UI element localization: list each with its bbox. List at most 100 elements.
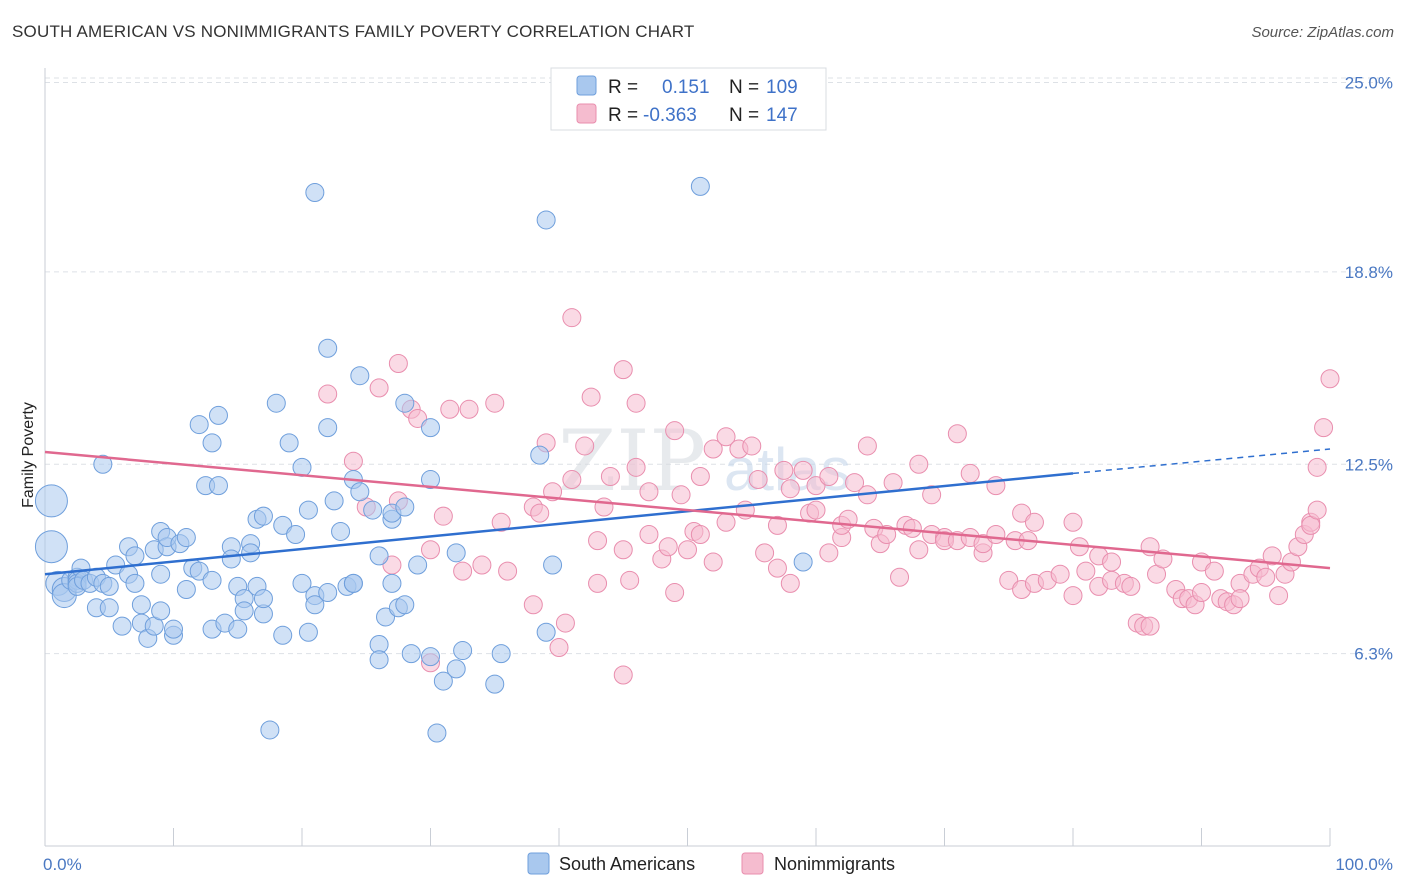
south-point-65 xyxy=(273,515,293,535)
south-point-102 xyxy=(421,418,440,438)
south-point-20 xyxy=(112,616,132,636)
legend-south-americans: South Americans xyxy=(559,854,695,874)
south-point-48 xyxy=(208,405,228,425)
south-point-1 xyxy=(34,530,68,564)
series-legend: South Americans Nonimmigrants xyxy=(527,852,895,875)
axes xyxy=(44,68,1331,847)
trend-lines xyxy=(44,448,1331,576)
nonimmigrant-point-62 xyxy=(774,460,794,480)
nonimmigrant-point-52 xyxy=(703,552,723,572)
south-point-111 xyxy=(530,445,550,465)
nonimmigrant-point-53 xyxy=(716,427,736,447)
south-point-66 xyxy=(273,625,293,645)
nonimmigrant-point-47 xyxy=(678,540,697,560)
legend-n-value-1: 109 xyxy=(766,77,798,98)
legend-n-value-2: 147 xyxy=(766,105,798,126)
south-point-85 xyxy=(350,482,370,502)
nonimmigrant-point-146 xyxy=(1307,500,1327,520)
nonimmigrant-point-33 xyxy=(600,466,620,486)
south-point-77 xyxy=(318,418,338,438)
south-point-98 xyxy=(395,595,415,615)
nonimmigrant-point-54 xyxy=(716,512,736,532)
south-point-108 xyxy=(453,641,473,661)
nonimmigrant-point-49 xyxy=(690,466,710,486)
nonimmigrant-point-46 xyxy=(671,485,691,505)
nonimmigrant-point-5 xyxy=(388,353,408,373)
nonimmigrant-point-138 xyxy=(1262,546,1282,566)
south-point-96 xyxy=(395,393,415,413)
nonimmigrant-point-84 xyxy=(909,454,929,474)
nonimmigrant-point-1 xyxy=(343,451,363,471)
stats-legend: R = 0.151 N = 109 R = -0.363 N = 147 xyxy=(550,67,827,131)
south-point-67 xyxy=(279,433,299,453)
nonimmigrant-point-27 xyxy=(562,308,582,328)
nonimmigrant-point-60 xyxy=(767,515,787,535)
nonimmigrant-point-57 xyxy=(742,436,762,456)
y-axis-label: Family Poverty xyxy=(20,402,37,508)
nonimmigrant-point-90 xyxy=(947,424,967,444)
y-tick-label-1: 12.5% xyxy=(1345,455,1393,474)
south-point-16 xyxy=(93,454,113,474)
nonimmigrant-point-9 xyxy=(421,540,440,560)
nonimmigrant-point-11 xyxy=(433,506,453,526)
nonimmigrant-point-137 xyxy=(1256,567,1276,587)
south-point-76 xyxy=(318,338,338,358)
south-point-107 xyxy=(446,659,466,679)
nonimmigrant-point-58 xyxy=(748,470,768,490)
south-americans-trendline-extension xyxy=(1072,448,1331,475)
nonimmigrant-point-31 xyxy=(588,573,608,593)
south-point-0 xyxy=(34,484,68,518)
nonimmigrants-trendline xyxy=(44,450,1331,570)
south-point-79 xyxy=(324,491,344,511)
nonimmigrant-point-110 xyxy=(1076,561,1096,581)
y-tick-label-2: 18.8% xyxy=(1345,263,1393,282)
chart-title: SOUTH AMERICAN VS NONIMMIGRANTS FAMILY P… xyxy=(12,22,695,41)
legend-nonimmigrants-swatch xyxy=(741,852,764,875)
south-point-68 xyxy=(286,525,306,545)
nonimmigrant-point-100 xyxy=(1012,503,1032,523)
south-point-42 xyxy=(189,415,209,435)
south-point-114 xyxy=(543,555,563,575)
nonimmigrant-point-44 xyxy=(665,583,685,603)
nonimmigrant-point-74 xyxy=(845,473,865,493)
nonimmigrant-point-95 xyxy=(973,534,993,554)
nonimmigrant-point-97 xyxy=(986,525,1006,545)
south-point-55 xyxy=(234,601,254,621)
legend-r-value-1: 0.151 xyxy=(662,77,710,98)
nonimmigrant-point-26 xyxy=(562,470,582,490)
legend-swatch-pink xyxy=(576,103,597,124)
south-point-87 xyxy=(363,500,383,520)
nonimmigrant-point-92 xyxy=(960,463,980,483)
south-point-74 xyxy=(305,595,325,615)
nonimmigrant-point-14 xyxy=(459,399,479,419)
south-americans-points xyxy=(34,176,813,743)
nonimmigrant-point-103 xyxy=(1024,512,1044,532)
nonimmigrant-point-51 xyxy=(703,439,723,459)
nonimmigrant-point-80 xyxy=(883,473,903,493)
nonimmigrant-point-19 xyxy=(523,595,543,615)
south-point-75 xyxy=(305,182,325,202)
south-point-63 xyxy=(260,720,280,740)
nonimmigrant-point-149 xyxy=(1320,369,1340,389)
x-tick-labels: 0.0% 100.0% xyxy=(43,855,1393,874)
south-point-64 xyxy=(266,393,286,413)
nonimmigrant-point-17 xyxy=(491,512,511,532)
south-point-31 xyxy=(151,601,171,621)
nonimmigrant-point-107 xyxy=(1063,586,1083,606)
nonimmigrant-point-65 xyxy=(793,460,813,480)
nonimmigrant-point-119 xyxy=(1140,616,1160,636)
nonimmigrant-point-70 xyxy=(819,543,839,563)
south-point-97 xyxy=(395,497,415,517)
nonimmigrant-point-113 xyxy=(1102,552,1122,572)
nonimmigrant-point-116 xyxy=(1121,576,1141,596)
nonimmigrant-point-67 xyxy=(806,476,826,496)
south-point-41 xyxy=(189,561,209,581)
source-credit: Source: ZipAtlas.com xyxy=(1251,24,1394,41)
nonimmigrant-point-85 xyxy=(909,540,929,560)
south-point-110 xyxy=(491,644,511,664)
nonimmigrant-point-12 xyxy=(440,399,460,419)
nonimmigrant-point-87 xyxy=(922,485,942,505)
nonimmigrant-point-34 xyxy=(613,540,633,560)
legend-r-value-2: -0.363 xyxy=(643,105,697,126)
